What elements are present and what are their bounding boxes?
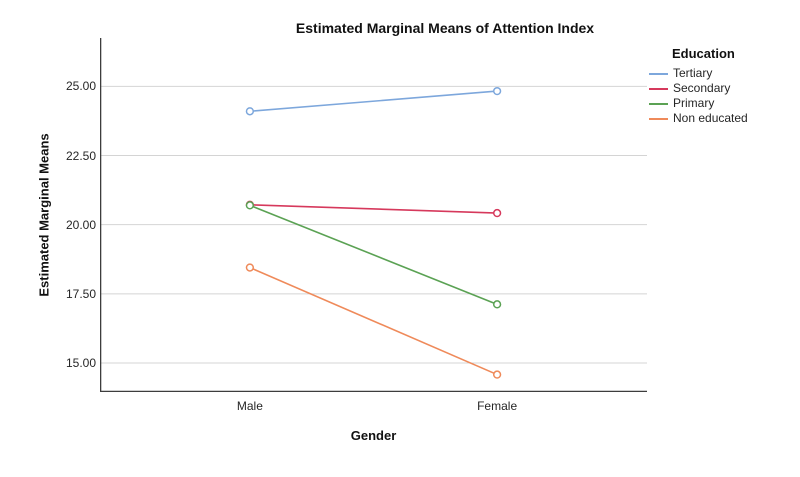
data-point-marker-tertiary	[245, 107, 255, 116]
series-line-secondary	[249, 203, 498, 214]
primary-line-swatch	[649, 102, 668, 105]
legend-item-primary: Primary	[649, 96, 797, 111]
legend-item-tertiary: Tertiary	[649, 66, 797, 81]
legend-label-primary: Primary	[673, 96, 715, 110]
x-tick-label-female: Female	[477, 399, 518, 413]
legend-item-non-educated: Non educated	[649, 111, 797, 126]
series-line-tertiary	[249, 90, 498, 113]
data-point-marker-non-educated	[245, 263, 255, 272]
data-point-marker-tertiary	[492, 86, 502, 96]
legend-label-tertiary: Tertiary	[673, 66, 713, 80]
y-tick-label: 25.00	[65, 79, 96, 94]
series-line-primary	[249, 204, 498, 306]
secondary-line-swatch	[649, 87, 668, 90]
y-tick-label: 15.00	[65, 355, 96, 370]
y-tick-label: 17.50	[65, 286, 96, 301]
legend-label-secondary: Secondary	[673, 81, 731, 95]
legend-item-secondary: Secondary	[649, 81, 797, 96]
legend-label-non-educated: Non educated	[673, 111, 748, 125]
tertiary-line-swatch	[649, 72, 668, 75]
x-tick-label-male: Male	[236, 399, 263, 413]
data-point-marker-secondary	[492, 208, 502, 218]
y-tick-label: 22.50	[65, 148, 96, 163]
plot-area	[99, 38, 647, 393]
legend: Education Tertiary Secondary Primary Non…	[649, 46, 797, 126]
x-axis-title: Gender	[350, 428, 397, 443]
chart-title: Estimated Marginal Means of Attention In…	[295, 20, 595, 36]
plot-canvas	[99, 38, 647, 393]
legend-title: Education	[672, 46, 735, 61]
data-point-marker-non-educated	[492, 370, 502, 379]
data-point-marker-primary	[492, 300, 502, 309]
non-educated-line-swatch	[649, 117, 668, 120]
series-line-non-educated	[249, 266, 498, 376]
y-tick-label: 20.00	[65, 217, 96, 232]
data-point-marker-primary	[245, 201, 255, 210]
